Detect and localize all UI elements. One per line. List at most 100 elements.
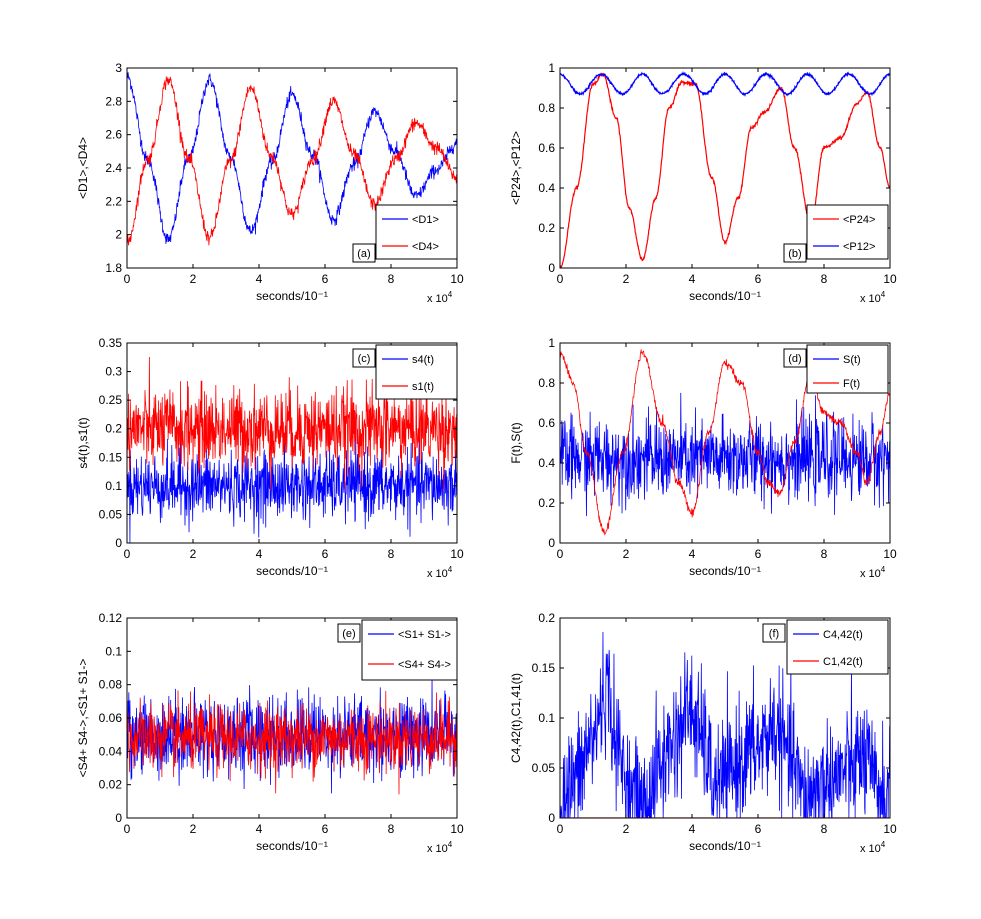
panel-label-f: (f) (762, 623, 786, 643)
x-tick-label: 2 (623, 822, 630, 836)
x-tick-label: 8 (388, 822, 395, 836)
x-tick-label: 4 (256, 547, 263, 561)
legend-label: <D4> (412, 241, 439, 253)
y-tick-label: 1.8 (105, 261, 122, 275)
panel-label-text: (e) (342, 628, 355, 640)
x-tick-label: 2 (623, 272, 630, 286)
x-tick-label: 10 (883, 547, 897, 561)
x-tick-label: 8 (821, 547, 828, 561)
y-axis-label: C4,42(t),C1,41(t) (509, 673, 523, 763)
y-tick-label: 0.1 (538, 711, 555, 725)
legend-label: C4,42(t) (823, 629, 863, 641)
x-tick-label: 4 (689, 822, 696, 836)
x-axis-multiplier: x 104 (427, 840, 453, 855)
x-axis-label: seconds/10⁻¹ (689, 564, 761, 578)
x-axis-label: seconds/10⁻¹ (256, 839, 328, 853)
x-tick-label: 10 (450, 272, 464, 286)
y-tick-label: 0.05 (99, 507, 123, 521)
y-tick-label: 0.12 (99, 611, 123, 625)
legend-f: C4,42(t) C1,42(t) (786, 619, 889, 675)
chart-panel-f: 0 2 4 6 8 10 0 0.05 0.1 0.15 0.2 seconds/10⁻¹ x 104 C… (509, 611, 897, 855)
y-tick-label: 1 (548, 336, 555, 350)
x-axis-multiplier: x 104 (860, 840, 886, 855)
y-tick-label: 0.35 (99, 336, 123, 350)
x-tick-label: 6 (755, 822, 762, 836)
x-tick-label: 2 (190, 547, 197, 561)
x-tick-label: 2 (190, 272, 197, 286)
chart-panel-e: 0 2 4 6 8 10 0 0.02 0.04 0.06 0.08 0.1 0.12 seconds/1… (76, 611, 464, 855)
legend-box (361, 619, 458, 681)
y-tick-label: 0.04 (99, 744, 123, 758)
y-tick-label: 2 (115, 228, 122, 242)
legend-e: <S1+ S1-> <S4+ S4-> (361, 619, 458, 681)
x-axis-label: seconds/10⁻¹ (689, 839, 761, 853)
x-tick-label: 8 (388, 547, 395, 561)
y-tick-label: 0 (115, 536, 122, 550)
y-tick-label: 2.2 (105, 194, 122, 208)
y-tick-label: 0.6 (538, 416, 555, 430)
y-axis-label: <S4+ S4->,<S1+ S1-> (76, 659, 90, 778)
series-line-c-1 (127, 357, 457, 492)
y-axis-label: s4(t),s1(t) (76, 417, 90, 468)
chart-panel-c: 0 2 4 6 8 10 0 0.05 0.1 0.15 0.2 0.25 0.3 0.35 seconds… (76, 336, 464, 580)
legend-label: <S4+ S4-> (398, 659, 451, 671)
y-tick-label: 0.15 (99, 450, 123, 464)
legend-a: <D1> <D4> (375, 204, 458, 260)
panel-label-box (783, 348, 807, 368)
x-axis-multiplier: x 104 (860, 290, 886, 305)
series-line-b-1 (560, 70, 890, 97)
panel-label-box (337, 623, 361, 643)
x-tick-label: 2 (623, 547, 630, 561)
x-tick-label: 10 (883, 822, 897, 836)
y-tick-label: 2.6 (105, 128, 122, 142)
x-tick-label: 8 (821, 822, 828, 836)
series-line-d-0 (560, 392, 890, 517)
y-tick-label: 0.06 (99, 711, 123, 725)
y-tick-label: 0.4 (538, 181, 555, 195)
panel-label-c: (c) (352, 348, 376, 368)
legend-box (806, 344, 889, 394)
x-axis-label: seconds/10⁻¹ (256, 289, 328, 303)
y-tick-label: 2.8 (105, 94, 122, 108)
y-tick-label: 0.2 (538, 496, 555, 510)
y-tick-label: 0.8 (538, 376, 555, 390)
y-tick-label: 0.02 (99, 778, 123, 792)
x-tick-label: 6 (755, 547, 762, 561)
x-tick-label: 4 (256, 822, 263, 836)
legend-label: <D1> (412, 214, 439, 226)
legend-label: S(t) (843, 354, 861, 366)
series-line-f-0 (560, 631, 890, 818)
legend-b: <P24> <P12> (806, 204, 889, 260)
series-line-a-0 (127, 72, 457, 245)
series-line-a-1 (127, 76, 457, 246)
axes-frame-b (559, 67, 891, 269)
y-tick-label: 0.6 (538, 141, 555, 155)
y-tick-label: 1 (548, 61, 555, 75)
y-tick-label: 0.8 (538, 101, 555, 115)
panel-label-d: (d) (783, 348, 807, 368)
x-tick-label: 2 (190, 822, 197, 836)
panel-label-text: (c) (358, 353, 371, 365)
x-tick-label: 0 (124, 272, 131, 286)
x-tick-label: 6 (755, 272, 762, 286)
y-tick-label: 0.08 (99, 678, 123, 692)
legend-label: C1,42(t) (823, 656, 863, 668)
legend-c: s4(t) s1(t) (375, 344, 458, 400)
legend-box (786, 619, 889, 675)
x-tick-label: 4 (256, 272, 263, 286)
legend-d: S(t) F(t) (806, 344, 889, 394)
y-tick-label: 3 (115, 61, 122, 75)
x-tick-label: 0 (124, 547, 131, 561)
legend-label: <S1+ S1-> (398, 629, 451, 641)
y-tick-label: 0.1 (105, 644, 122, 658)
x-axis-multiplier: x 104 (427, 565, 453, 580)
panel-label-box (783, 243, 807, 263)
series-line-d-1 (560, 349, 890, 536)
panel-label-box (352, 348, 376, 368)
y-axis-label: F(t),S(t) (509, 422, 523, 463)
panel-label-a: (a) (352, 243, 376, 263)
x-tick-label: 10 (450, 822, 464, 836)
panel-label-text: (b) (788, 248, 801, 260)
x-tick-label: 6 (322, 547, 329, 561)
y-tick-label: 0 (548, 536, 555, 550)
